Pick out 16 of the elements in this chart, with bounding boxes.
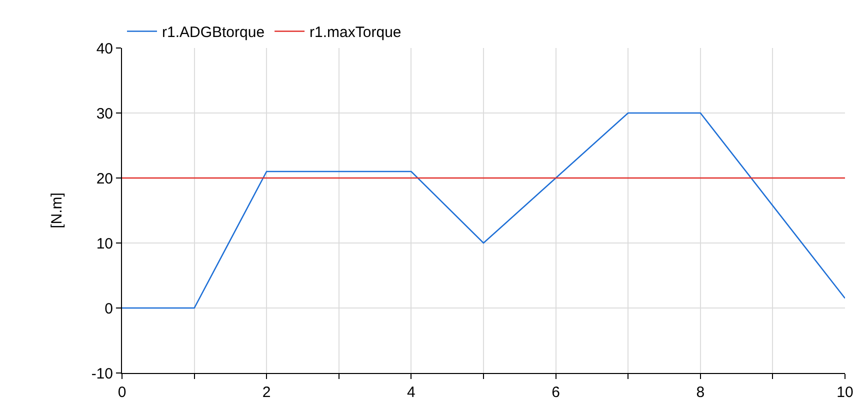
x-tick-label: 4: [407, 384, 416, 401]
y-tick-label: 0: [104, 300, 113, 318]
y-axis-title: [N.m]: [48, 192, 66, 228]
legend-label: r1.maxTorque: [310, 24, 402, 42]
line-series: [122, 112, 845, 309]
x-tick-label: 0: [118, 384, 126, 401]
x-tick-label: 8: [696, 384, 705, 401]
x-tick-label: 6: [552, 384, 560, 401]
legend-label: r1.ADGBtorque: [162, 24, 265, 42]
y-tick-label: 30: [96, 105, 113, 122]
x-tick-label: 2: [262, 384, 271, 401]
x-tick-label: 10: [836, 384, 854, 401]
y-tick-label: 20: [96, 170, 113, 188]
y-tick-label: 40: [96, 40, 113, 58]
y-tick-label: 10: [96, 235, 113, 252]
y-tick-label: -10: [91, 365, 113, 382]
